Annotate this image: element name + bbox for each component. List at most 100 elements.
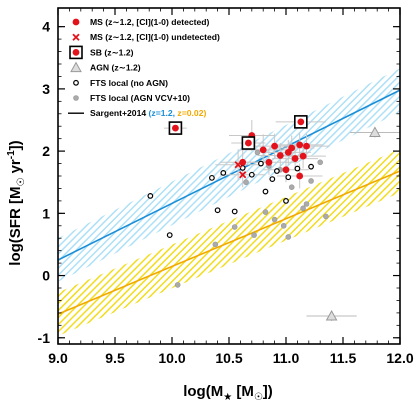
fts-agn-point: [212, 241, 219, 248]
axis-ticks: 9.0 9.5 10.0 10.5 11.0 11.5 12.0 -1 0 1 2 3 4: [38, 8, 414, 366]
fts-noagn-point: [231, 208, 238, 215]
legend-item-sargent: Sargent+2014 (z=1.2, z=0.02): [68, 108, 206, 118]
legend-label: Sargent+2014 (z=1.2, z=0.02): [90, 108, 206, 118]
ms-detected-point: [265, 158, 273, 166]
sb-point: [69, 45, 83, 60]
sb-point: [294, 115, 308, 129]
ms-detected-point: [291, 155, 299, 162]
fts-noagn-point: [147, 193, 154, 199]
fts-agn-point: [231, 224, 238, 230]
sb-point: [168, 121, 183, 135]
legend-label: SB (z∼1.2): [90, 47, 134, 57]
fts-agn-point: [308, 178, 314, 184]
legend-item-fts_noagn: FTS local (no AGN): [73, 78, 168, 88]
y-tick-label: 4: [42, 19, 50, 35]
fts-noagn-point: [258, 160, 264, 167]
fts-noagn-point: [220, 169, 227, 176]
fts-noagn-point: [285, 174, 292, 181]
ms-detected-point: [282, 166, 290, 174]
x-axis-title: log(M★ [M☉]): [183, 383, 273, 403]
ms-detected-point: [296, 172, 304, 180]
sb-dot: [172, 124, 179, 132]
agn-point: [369, 126, 381, 137]
ms-detected-point: [276, 152, 284, 159]
legend-label-text: SB (z∼1.2): [90, 47, 134, 57]
fts-noagn-point: [166, 232, 173, 239]
sb-dot: [72, 49, 80, 56]
ms-detected-point: [296, 141, 304, 149]
legend-label: MS (z∼1.2, [CI](1-0) undetected): [90, 32, 220, 42]
x-tick-label: 12.0: [386, 350, 413, 366]
fts-agn-point: [303, 201, 310, 207]
ms-detected-point: [72, 18, 80, 26]
fts-agn-point: [254, 149, 261, 156]
legend-label: AGN (z∼1.2): [90, 63, 141, 73]
fts-noagn-point: [239, 165, 246, 171]
y-tick-label: 3: [42, 81, 50, 97]
fts-noagn-point: [208, 174, 215, 181]
legend-item-sb: SB (z∼1.2): [69, 45, 134, 60]
fts-agn-point: [251, 232, 257, 238]
fts-agn-point: [262, 209, 269, 215]
legend-item-ms: MS (z∼1.2, [CI](1-0) detected): [72, 17, 210, 27]
legend-label-z002: z=0.02): [175, 108, 206, 118]
legend-label-text: Sargent+2014: [90, 108, 149, 118]
fts-agn-point: [300, 205, 306, 212]
fts-agn-point: [285, 234, 292, 240]
fts-noagn-point: [294, 165, 301, 172]
fts-agn-point: [323, 213, 329, 220]
x-tick-label: 10.0: [158, 350, 185, 366]
x-tick-label: 11.5: [330, 350, 357, 366]
ms-undetected-stroke: [239, 171, 247, 179]
x-tick-label: 9.5: [105, 350, 125, 366]
sargent-line-z002: [58, 170, 400, 315]
sb-dot: [244, 139, 252, 147]
y-tick-label: 1: [42, 205, 50, 221]
fts-noagn-point: [73, 79, 79, 86]
legend-item-ms_undet: MS (z∼1.2, [CI](1-0) undetected): [72, 32, 220, 42]
fts-agn-point: [271, 216, 278, 223]
fts-noagn-point: [308, 163, 314, 170]
sb-dot: [297, 118, 305, 126]
fts-noagn-point: [273, 168, 280, 174]
fts-agn-point: [243, 179, 249, 186]
legend-label: FTS local (AGN VCV+10): [90, 93, 190, 103]
legend-item-agn: AGN (z∼1.2): [70, 61, 141, 73]
ms-undetected-point: [72, 33, 80, 41]
sb-point: [241, 136, 256, 150]
legend-label-text: FTS local (AGN VCV+10): [90, 93, 190, 103]
ms-detected-point: [303, 142, 310, 150]
legend-label-z12: (z=1.2,: [149, 108, 176, 118]
fts-noagn-point: [214, 207, 221, 214]
ms-detected-point: [299, 152, 307, 160]
fts-agn-point: [174, 282, 181, 288]
fts-agn-point: [280, 222, 287, 229]
legend-label-text: FTS local (no AGN): [90, 78, 168, 88]
y-tick-label: 0: [42, 268, 50, 284]
fts-agn-point: [317, 159, 324, 166]
data-points: [147, 115, 381, 321]
legend-item-fts_agn: FTS local (AGN VCV+10): [73, 93, 190, 103]
fts-noagn-point: [283, 197, 289, 204]
legend-label-text: MS (z∼1.2, [CI](1-0) detected): [90, 17, 210, 27]
x-tick-label: 10.5: [215, 350, 242, 366]
ms-detected-point: [239, 158, 247, 166]
ms-undetected-stroke: [72, 33, 80, 41]
ms-undetected-point: [239, 171, 247, 179]
x-tick-label: 11.0: [273, 350, 300, 366]
agn-point: [325, 309, 338, 321]
ms-detected-point: [271, 142, 278, 150]
agn-point: [70, 61, 82, 73]
legend: MS (z∼1.2, [CI](1-0) detected) MS (z∼1.2,…: [68, 17, 220, 118]
y-tick-label: 2: [42, 143, 50, 159]
legend-label: MS (z∼1.2, [CI](1-0) detected): [90, 17, 210, 27]
fts-noagn-point: [269, 176, 276, 183]
x-tick-label: 9.0: [48, 350, 68, 366]
ms-detected-point: [259, 146, 267, 154]
y-tick-label: -1: [38, 330, 51, 346]
legend-label-text: AGN (z∼1.2): [90, 63, 141, 73]
fts-noagn-point: [262, 188, 269, 195]
fts-agn-point: [288, 184, 295, 190]
ms-detected-point: [288, 144, 296, 152]
